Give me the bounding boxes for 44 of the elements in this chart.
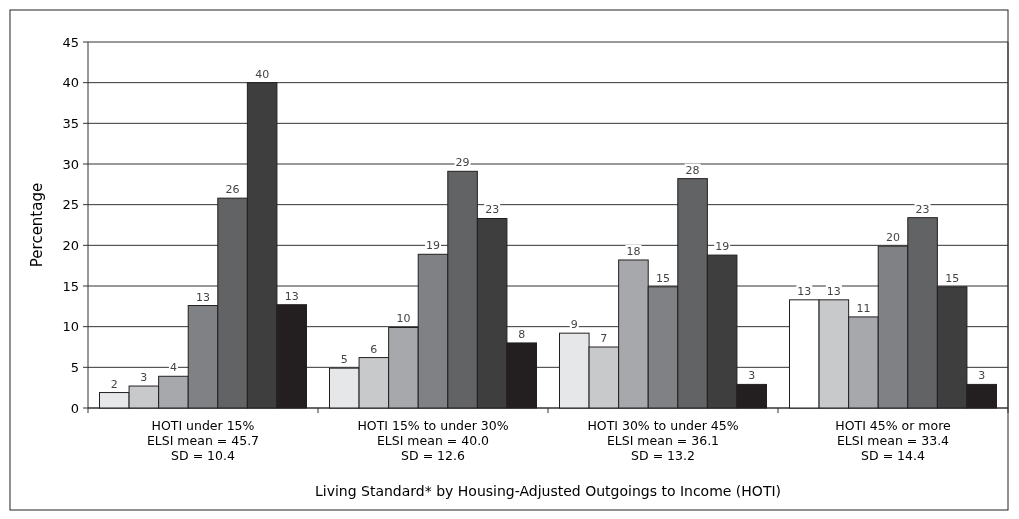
y-tick-label: 0	[70, 400, 79, 416]
data-label: 2	[110, 377, 118, 391]
data-label: 9	[570, 318, 578, 332]
data-label: 6	[370, 342, 378, 356]
data-label: 13	[284, 289, 299, 303]
data-label: 8	[518, 327, 526, 341]
data-label: 19	[426, 239, 440, 253]
data-label: 13	[826, 284, 841, 298]
data-label: 4	[169, 361, 177, 375]
data-label: 15	[656, 271, 670, 285]
x-axis-title: Living Standard* by Housing-Adjusted Outgoings to Income (HOTI)	[314, 483, 782, 499]
data-label: 11	[856, 301, 871, 315]
data-label: 15	[945, 271, 960, 285]
x-tick-label: HOTI 30% to under 45% ELSI mean = 36.1 SD = 13.2	[587, 418, 739, 463]
y-tick-label: 30	[62, 156, 79, 172]
y-tick-label: 5	[70, 359, 79, 375]
x-tick-label: HOTI 15% to under 30% ELSI mean = 40.0 SD = 12.6	[357, 418, 509, 463]
data-label: 10	[396, 312, 411, 326]
y-tick-label: 35	[62, 115, 79, 131]
y-tick-label: 45	[62, 34, 79, 50]
data-label: 28	[685, 163, 700, 177]
y-tick-label: 40	[62, 75, 79, 91]
data-label: 5	[340, 353, 348, 367]
data-label: 13	[196, 290, 210, 304]
data-label: 26	[225, 183, 240, 197]
data-label: 3	[140, 371, 148, 385]
data-label: 13	[797, 284, 812, 298]
data-label: 18	[626, 244, 641, 258]
data-label: 3	[748, 369, 756, 383]
y-axis-title: Percentage	[28, 182, 46, 268]
y-tick-label: 25	[62, 197, 79, 213]
data-label: 19	[715, 240, 730, 254]
data-label: 20	[886, 231, 900, 245]
data-label: 29	[455, 156, 470, 170]
y-tick-label: 20	[62, 237, 79, 253]
data-label: 40	[255, 67, 270, 81]
data-label: 3	[978, 369, 986, 383]
y-tick-label: 15	[62, 278, 79, 294]
data-label: 23	[915, 202, 930, 216]
data-label: 23	[485, 203, 500, 217]
x-tick-label: HOTI 45% or more ELSI mean = 33.4 SD = 14.4	[835, 418, 952, 463]
data-label: 7	[600, 332, 608, 345]
y-tick-label: 10	[62, 319, 79, 335]
x-tick-label: HOTI under 15% ELSI mean = 45.7 SD = 10.4	[146, 418, 260, 463]
